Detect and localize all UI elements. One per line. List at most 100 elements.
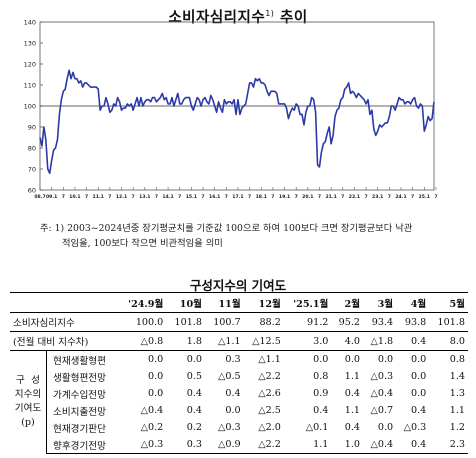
table-cell: 0.0 [225, 405, 241, 416]
x-tick-label: 7 [178, 194, 181, 200]
header-cell: 5월 [429, 292, 468, 313]
table-cell: 0.5 [186, 371, 202, 382]
x-tick-label: 7 [155, 194, 158, 200]
x-tick-label: 23.1 [372, 194, 383, 200]
y-tick-label: 100 [24, 103, 36, 111]
table-row-component: 소비지출전망 △0.4 0.4 0.0 △2.5 0.4 1.1 △0.7 0.… [10, 402, 468, 419]
x-tick-label: 25.1 [419, 194, 430, 200]
table-cell: 88.2 [259, 316, 281, 328]
x-tick-label: 21.1 [325, 194, 336, 200]
table-cell: △0.8 [118, 331, 167, 351]
table-row-component: 향후경기전망 △0.3 0.3 △0.9 △2.2 1.1 1.0 △0.4 0… [10, 436, 468, 454]
table-cell: 1.8 [166, 331, 205, 351]
table-cell: 1.2 [449, 422, 465, 433]
x-tick-label: 7 [201, 194, 204, 200]
table-cell: 0.8 [313, 371, 329, 382]
table-cell: 1.1 [283, 436, 332, 454]
y-tick-label: 110 [24, 82, 36, 90]
table-cell: 0.4 [344, 388, 361, 399]
x-tick-label: 7 [248, 194, 251, 200]
row-label: (전월 대비 지수차) [10, 331, 119, 351]
y-tick-label: 140 [24, 19, 36, 27]
x-tick-label: 13.1 [139, 194, 150, 200]
table-cell: 0.0 [186, 354, 202, 365]
x-tick-label: 7 [388, 194, 391, 200]
component-side-label: 구 성 지수의 기여도 (p) [10, 350, 47, 454]
header-cell: 11월 [204, 292, 244, 313]
table-cell: 0.0 [148, 371, 164, 382]
x-tick-label: 7 [411, 194, 414, 200]
table-cell: △0.3 [370, 371, 394, 382]
table-cell: 0.4 [396, 436, 430, 454]
table-cell: △0.7 [370, 405, 394, 416]
table-cell: △2.6 [258, 388, 281, 399]
header-cell: 4월 [396, 292, 430, 313]
x-tick-label: 14.1 [162, 194, 173, 200]
table-row-component: 생활형편전망 0.0 0.5 △0.5 △2.2 0.8 1.1 △0.3 0.… [10, 368, 468, 385]
table-cell: 0.2 [186, 422, 202, 433]
table-cell: 0.0 [377, 354, 394, 365]
y-tick-label: 70 [28, 166, 36, 174]
x-tick-label: 7 [132, 194, 135, 200]
table-cell: △1.1 [204, 331, 244, 351]
header-cell: 3월 [363, 292, 397, 313]
table-cell: 0.0 [148, 354, 164, 365]
series-line-consumer-sentiment [39, 69, 435, 174]
table-cell: 4.0 [331, 331, 364, 351]
table-row-monthly-change: (전월 대비 지수차) △0.8 1.8 △1.1 △12.5 3.0 4.0 … [10, 331, 468, 351]
table-cell: 93.4 [371, 316, 394, 328]
header-cell: 12월 [243, 292, 284, 313]
x-tick-label: 15.1 [186, 194, 197, 200]
consumer-sentiment-line-chart: 60 70 80 90 100 110 120 130 140 08.7 09.1 7 10.1 7 11.… [24, 19, 438, 201]
table-cell: 1.1 [344, 405, 361, 416]
x-tick-label: 7 [364, 194, 367, 200]
table-cell: 0.3 [166, 436, 205, 454]
section-title: 구성지수의 기여도 [189, 278, 287, 293]
table-cell: 93.8 [404, 316, 427, 328]
table-cell: 1.1 [449, 405, 465, 416]
table-cell: △0.3 [403, 422, 427, 433]
header-cell: 10월 [166, 292, 205, 313]
table-cell: △0.4 [140, 405, 164, 416]
table-cell: △0.4 [370, 388, 394, 399]
x-tick-label: 7 [318, 194, 321, 200]
table-cell: 95.2 [338, 316, 361, 328]
x-tick-label: 24.1 [395, 194, 406, 200]
table-cell: 0.0 [377, 422, 394, 433]
x-tick-label: 18.1 [256, 194, 267, 200]
table-cell: 0.4 [313, 405, 329, 416]
x-tick-label: 7 [295, 194, 298, 200]
table-cell: 100.7 [213, 316, 241, 328]
x-tick-label: 20.1 [302, 194, 313, 200]
title-note-mark: 1) [265, 9, 275, 19]
table-cell: △0.1 [305, 422, 329, 433]
table-cell: 0.3 [225, 354, 241, 365]
table-cell: △0.2 [140, 422, 164, 433]
table-cell: 0.4 [186, 405, 202, 416]
table-cell: 0.0 [410, 371, 427, 382]
y-tick-label: 90 [28, 124, 36, 132]
table-cell: △0.3 [118, 436, 167, 454]
table-cell: 1.0 [331, 436, 364, 454]
table-cell: △2.2 [243, 436, 284, 454]
row-label: 소비자심리지수 [13, 318, 75, 329]
table-cell: △2.2 [258, 371, 281, 382]
side-label-part: 지수의 [14, 389, 42, 401]
y-tick-label: 130 [24, 40, 36, 48]
x-tick-label: 17.1 [232, 194, 243, 200]
table-cell: 1.4 [449, 371, 465, 382]
header-cell: '24.9월 [118, 292, 167, 313]
y-tick-label: 120 [24, 61, 36, 69]
y-tick-label: 60 [28, 187, 36, 195]
x-tick-label: 7 [225, 194, 228, 200]
x-tick-label: 10.1 [69, 194, 80, 200]
table-cell: △12.5 [243, 331, 284, 351]
row-label: 소비지출전망 [53, 406, 106, 418]
x-tick-label: 7 [62, 194, 65, 200]
x-tick-label: 16.1 [209, 194, 220, 200]
table-cell: 100.0 [135, 316, 164, 328]
table-cell: △0.9 [204, 436, 244, 454]
table-cell: 0.4 [186, 388, 202, 399]
x-tick-label: 7 [271, 194, 274, 200]
x-tick-label: 19.1 [279, 194, 290, 200]
